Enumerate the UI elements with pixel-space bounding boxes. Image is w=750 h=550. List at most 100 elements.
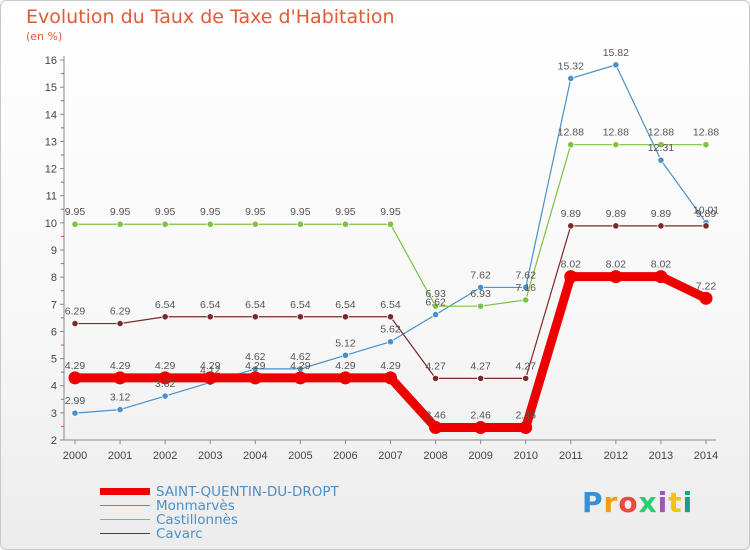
data-point	[206, 313, 214, 321]
data-point	[293, 371, 307, 385]
data-point	[429, 421, 443, 435]
data-point	[251, 220, 259, 228]
y-tick-label: 5	[51, 354, 57, 366]
data-point	[702, 222, 710, 230]
data-point	[609, 270, 623, 284]
legend-label: Monmarvès	[156, 498, 235, 514]
x-tick-label: 2006	[333, 450, 357, 462]
data-label: 8.02	[606, 259, 627, 271]
data-label: 5.62	[380, 324, 401, 336]
data-label: 2.46	[425, 410, 446, 422]
data-label: 9.89	[561, 208, 582, 220]
data-point	[248, 371, 262, 385]
data-label: 9.89	[606, 208, 627, 220]
y-tick-label: 16	[45, 55, 57, 67]
data-point	[567, 222, 575, 230]
data-label: 2.46	[515, 410, 536, 422]
data-point	[477, 302, 485, 310]
data-label: 12.88	[603, 127, 629, 139]
data-label: 4.29	[110, 360, 131, 372]
logo-letter: r	[603, 486, 619, 519]
x-tick-label: 2005	[288, 450, 312, 462]
data-point	[161, 313, 169, 321]
data-point	[341, 220, 350, 228]
data-point	[612, 222, 620, 230]
y-tick-label: 7	[51, 299, 57, 311]
y-tick-label: 12	[45, 164, 57, 176]
data-point	[522, 296, 530, 304]
legend-swatch	[100, 488, 150, 495]
data-label: 6.54	[245, 299, 266, 311]
data-label: 12.88	[558, 127, 584, 139]
data-label: 4.27	[515, 360, 536, 372]
data-label: 4.12	[200, 364, 221, 376]
data-label: 4.62	[290, 351, 311, 363]
data-label: 9.95	[155, 206, 176, 218]
data-point	[116, 220, 124, 228]
data-label: 6.29	[110, 306, 131, 318]
data-label: 6.29	[65, 306, 86, 318]
logo-letter: i	[657, 486, 669, 519]
data-point	[702, 141, 710, 149]
data-point	[296, 220, 304, 228]
x-tick-label: 2014	[694, 450, 718, 462]
legend-item-saint-quentin: SAINT-QUENTIN-DU-DROPT	[100, 484, 400, 500]
data-label: 4.27	[425, 360, 446, 372]
data-label: 15.32	[558, 60, 584, 72]
legend-swatch	[100, 519, 150, 520]
legend-swatch	[100, 533, 150, 534]
data-point	[657, 222, 665, 230]
x-tick-label: 2009	[468, 450, 492, 462]
x-tick-label: 2002	[153, 450, 177, 462]
data-label: 12.88	[648, 127, 674, 139]
data-point	[384, 371, 397, 385]
data-label: 7.22	[696, 280, 717, 292]
data-label: 6.93	[425, 288, 446, 300]
data-point	[251, 313, 259, 321]
data-label: 6.62	[425, 297, 446, 309]
data-label: 7.16	[515, 282, 536, 294]
data-point	[612, 61, 620, 69]
x-tick-label: 2003	[198, 450, 222, 462]
data-label: 4.29	[335, 360, 356, 372]
data-point	[206, 220, 214, 228]
y-tick-label: 14	[45, 109, 57, 121]
data-label: 9.95	[110, 206, 131, 218]
data-point	[522, 374, 530, 382]
x-tick-label: 2007	[378, 450, 402, 462]
data-label: 6.54	[200, 299, 221, 311]
data-point	[699, 291, 713, 305]
data-label: 3.62	[155, 378, 176, 390]
data-point	[116, 319, 124, 328]
data-point	[474, 421, 488, 435]
logo-letter: t	[668, 486, 683, 519]
x-tick-label: 2013	[649, 450, 673, 462]
data-label: 4.62	[245, 351, 266, 363]
x-tick-label: 2010	[513, 450, 537, 462]
data-label: 6.54	[290, 299, 311, 311]
data-label: 4.29	[65, 360, 86, 372]
y-tick-label: 9	[51, 245, 57, 257]
data-label: 9.89	[696, 208, 717, 220]
data-label: 6.93	[470, 288, 491, 300]
y-tick-label: 2	[51, 435, 57, 447]
data-label: 4.29	[290, 360, 311, 372]
data-label: 2.46	[470, 410, 491, 422]
data-label: 5.12	[335, 337, 356, 349]
proxiti-logo: Proxiti	[582, 486, 693, 519]
y-tick-label: 15	[45, 82, 57, 94]
x-tick-label: 2008	[423, 450, 447, 462]
data-point	[158, 371, 172, 385]
data-label: 12.31	[648, 142, 674, 154]
data-point	[296, 313, 304, 321]
data-point	[203, 371, 217, 385]
data-point	[386, 338, 395, 346]
data-point	[338, 371, 352, 385]
data-point	[71, 409, 79, 417]
data-point	[431, 310, 440, 319]
data-label: 9.95	[200, 206, 221, 218]
data-label: 8.02	[651, 259, 672, 271]
data-label: 6.54	[335, 299, 356, 311]
logo-letter: P	[582, 486, 604, 519]
